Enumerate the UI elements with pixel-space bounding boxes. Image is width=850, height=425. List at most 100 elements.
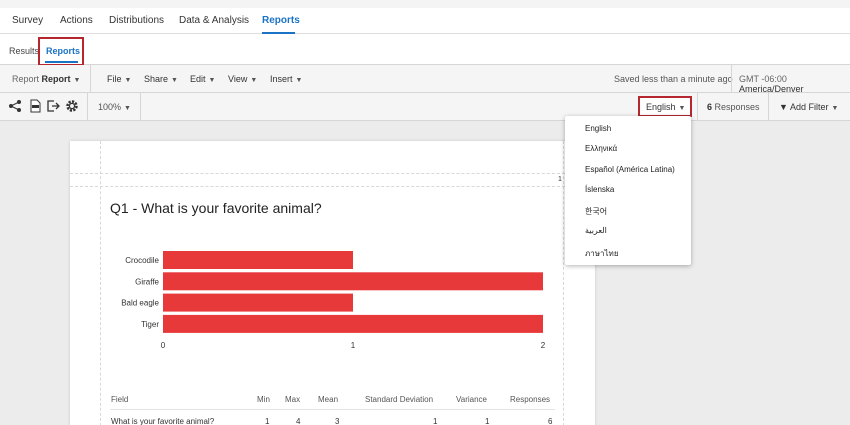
- responses-label: Responses: [714, 102, 760, 112]
- stats-header-min: Min: [257, 395, 270, 404]
- responses-count[interactable]: 6 Responses: [707, 102, 760, 112]
- responses-number: 6: [707, 102, 713, 112]
- divider: [90, 65, 91, 93]
- sub-tabs: Results Reports: [0, 34, 850, 66]
- x-tick-label: 0: [161, 341, 166, 350]
- bar-chart[interactable]: Crocodile Giraffe Bald eagle Tiger 0 1 2: [70, 241, 595, 356]
- x-tick-label: 1: [351, 341, 356, 350]
- chevron-down-icon: ▼: [831, 105, 839, 112]
- zoom-select[interactable]: 100% ▼: [98, 102, 131, 112]
- timezone[interactable]: GMT -06:00 America/Denver: [739, 74, 850, 94]
- chevron-down-icon: ▼: [171, 77, 178, 84]
- divider: [697, 93, 698, 121]
- category-label: Crocodile: [125, 256, 159, 265]
- bar-tiger[interactable]: [163, 314, 543, 333]
- tab-actions[interactable]: Actions: [60, 15, 93, 26]
- page-number: 1: [558, 176, 562, 183]
- page-guide: [100, 141, 101, 425]
- insert-menu[interactable]: Insert ▼: [270, 74, 302, 84]
- export-icon[interactable]: [46, 99, 60, 113]
- zoom-value: 100%: [98, 102, 122, 112]
- bar-crocodile[interactable]: [163, 251, 353, 269]
- x-tick-label: 2: [541, 341, 546, 350]
- language-option-english[interactable]: English: [585, 124, 612, 133]
- question-title[interactable]: Q1 - What is your favorite animal?: [110, 200, 322, 216]
- language-option-icelandic[interactable]: Íslenska: [585, 185, 615, 194]
- language-dropdown-menu: English Ελληνικά Español (América Latina…: [565, 116, 691, 265]
- language-option-spanish-latam[interactable]: Español (América Latina): [585, 165, 675, 174]
- divider: [140, 93, 141, 121]
- chevron-down-icon: ▼: [73, 77, 81, 84]
- report-toolbar: 100% ▼ English ▼ 6 Responses ▼ Add Filter ▼: [0, 93, 850, 121]
- stats-cell-stddev: 1: [433, 417, 438, 425]
- report-prefix: Report: [12, 74, 40, 84]
- stats-cell-min: 1: [265, 417, 270, 425]
- report-page: 1 Q1 - What is your favorite animal? Cro…: [70, 141, 595, 425]
- saved-status: Saved less than a minute ago: [614, 74, 733, 84]
- stats-cell-variance: 1: [485, 417, 490, 425]
- tab-reports[interactable]: Reports: [262, 15, 300, 26]
- bar-bald-eagle[interactable]: [163, 293, 353, 312]
- pdf-icon[interactable]: [28, 99, 42, 113]
- top-navigation: Survey Actions Distributions Data & Anal…: [0, 0, 850, 34]
- tab-distributions[interactable]: Distributions: [109, 15, 165, 26]
- filter-icon: ▼: [779, 102, 788, 112]
- stats-header-stddev: Standard Deviation: [365, 395, 434, 404]
- divider: [731, 65, 732, 93]
- category-label: Giraffe: [135, 277, 159, 286]
- add-filter-button[interactable]: ▼ Add Filter ▼: [779, 102, 838, 112]
- tab-data-analysis[interactable]: Data & Analysis: [179, 15, 250, 26]
- category-label: Tiger: [141, 320, 159, 329]
- divider: [87, 93, 88, 121]
- stats-header-variance: Variance: [456, 395, 487, 404]
- language-select[interactable]: English ▼: [638, 96, 692, 117]
- insert-menu-label: Insert: [270, 74, 293, 84]
- language-option-greek[interactable]: Ελληνικά: [585, 144, 618, 153]
- add-filter-label: Add Filter: [789, 102, 829, 112]
- language-option-arabic[interactable]: العربية: [585, 226, 607, 235]
- edit-menu-label: Edit: [190, 74, 206, 84]
- report-selector[interactable]: Report Report ▼: [12, 74, 80, 84]
- timezone-offset: GMT -06:00: [739, 74, 787, 84]
- share-menu-label: Share: [144, 74, 169, 84]
- report-name: Report: [41, 74, 71, 84]
- chevron-down-icon: ▼: [295, 77, 303, 84]
- page-guide: [563, 141, 564, 425]
- chevron-down-icon: ▼: [124, 77, 132, 84]
- language-option-thai[interactable]: ภาษาไทย: [585, 249, 619, 258]
- file-menu-label: File: [107, 74, 122, 84]
- edit-menu[interactable]: Edit ▼: [190, 74, 215, 84]
- stats-header-max: Max: [285, 395, 301, 404]
- chevron-down-icon: ▼: [250, 77, 258, 84]
- language-value: English: [646, 102, 676, 112]
- active-subtab-underline: [45, 61, 78, 63]
- stats-header-responses: Responses: [510, 395, 551, 404]
- chevron-down-icon: ▼: [208, 77, 216, 84]
- chevron-down-icon: ▼: [678, 105, 686, 112]
- bar-giraffe[interactable]: [163, 272, 543, 291]
- highlight-box: [38, 37, 84, 66]
- tab-survey[interactable]: Survey: [12, 15, 44, 26]
- language-option-korean[interactable]: 한국어: [585, 207, 608, 216]
- subtab-reports[interactable]: Reports: [46, 46, 81, 56]
- stats-header-mean: Mean: [318, 395, 339, 404]
- gear-icon[interactable]: [65, 99, 79, 113]
- page-guide: [70, 173, 595, 174]
- file-menu[interactable]: File ▼: [107, 74, 131, 84]
- stats-cell-mean: 3: [335, 417, 340, 425]
- stats-cell-max: 4: [296, 417, 301, 425]
- stats-header-field: Field: [111, 395, 129, 404]
- stats-cell-responses: 6: [548, 417, 553, 425]
- view-menu[interactable]: View ▼: [228, 74, 257, 84]
- divider: [768, 93, 769, 121]
- share-icon[interactable]: [8, 99, 22, 113]
- chevron-down-icon: ▼: [124, 105, 131, 112]
- page-guide: [70, 186, 595, 187]
- timezone-name: America/Denver: [739, 84, 804, 94]
- view-menu-label: View: [228, 74, 248, 84]
- share-menu[interactable]: Share ▼: [144, 74, 178, 84]
- stats-cell-field: What is your favorite animal?: [111, 417, 215, 425]
- subtab-results[interactable]: Results: [9, 46, 40, 56]
- menu-bar: Report Report ▼ File ▼ Share ▼ Edit ▼ View ▼ …: [0, 65, 850, 94]
- stats-divider: [110, 409, 555, 410]
